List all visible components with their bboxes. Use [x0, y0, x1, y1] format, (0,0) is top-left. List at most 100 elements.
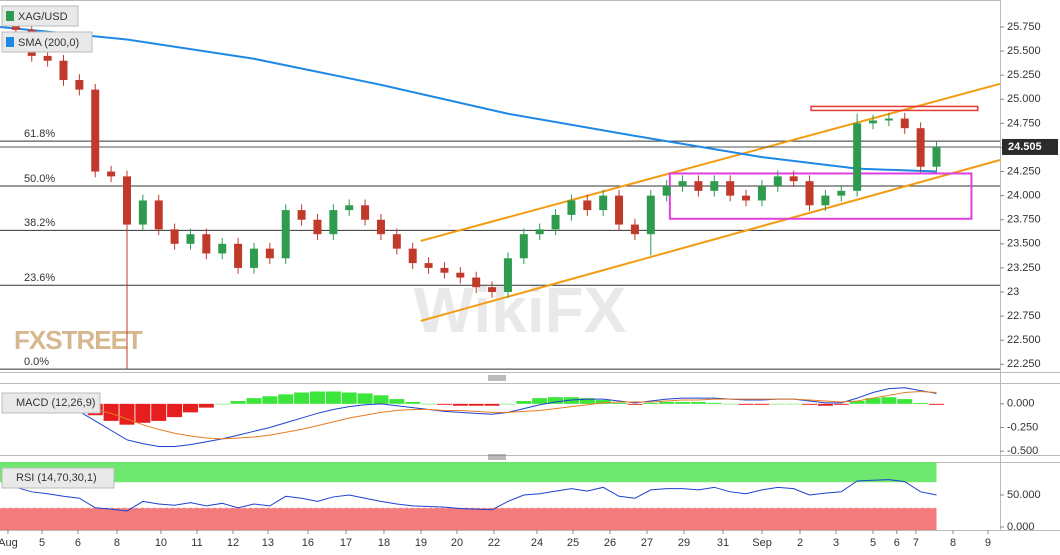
- histogram-bar: [182, 403, 198, 413]
- histogram-bar: [595, 400, 611, 404]
- watermark: FXSTREET: [14, 325, 143, 355]
- x-tick-label: 6: [75, 537, 81, 549]
- y-tick-label: 23.500: [1007, 238, 1041, 250]
- x-tick-label: 9: [985, 537, 991, 549]
- legend-title: XAG/USD: [18, 11, 68, 23]
- candle-body: [599, 195, 608, 211]
- y-tick-label: 50.000: [1007, 489, 1041, 501]
- level-label: 61.8%: [24, 128, 55, 140]
- legend-label: SMA (200,0): [18, 37, 79, 49]
- y-tick-label: 25.750: [1007, 21, 1041, 33]
- y-tick-label: 25.250: [1007, 69, 1041, 81]
- histogram-bar: [373, 395, 389, 404]
- candle-body: [75, 79, 84, 90]
- candle-body: [646, 195, 655, 235]
- histogram-bar: [675, 401, 691, 404]
- histogram-bar: [643, 402, 659, 404]
- y-tick-label: 0.000: [1007, 398, 1035, 410]
- candle-body: [122, 176, 131, 225]
- x-tick-label: 5: [870, 537, 876, 549]
- candle-body: [615, 195, 624, 225]
- histogram-bar: [135, 403, 151, 423]
- x-tick-label: 5: [39, 537, 45, 549]
- candle-body: [551, 214, 560, 230]
- y-tick-label: -0.500: [1007, 445, 1038, 457]
- candle-body: [853, 123, 862, 191]
- y-tick-label: 25.500: [1007, 45, 1041, 57]
- candle-body: [900, 118, 909, 129]
- candle-body: [567, 200, 576, 215]
- candle-body: [329, 210, 338, 235]
- level-label: 38.2%: [24, 217, 55, 229]
- candle-body: [869, 120, 878, 124]
- histogram-bar: [357, 393, 373, 404]
- histogram-bar: [627, 403, 643, 405]
- x-tick-label: 22: [488, 537, 500, 549]
- candle-body: [361, 205, 370, 220]
- candle-body: [91, 89, 100, 172]
- last-price-tag: [1002, 138, 1058, 155]
- y-tick-label: 22.750: [1007, 310, 1041, 322]
- histogram-bar: [548, 397, 564, 404]
- histogram-bar: [484, 403, 500, 406]
- histogram-bar: [421, 403, 437, 405]
- histogram-bar: [802, 403, 818, 405]
- candle-body: [170, 229, 179, 244]
- x-tick-label: 25: [567, 537, 579, 549]
- histogram-bar: [706, 402, 722, 404]
- histogram-bar: [532, 398, 548, 404]
- histogram-bar: [659, 401, 675, 404]
- histogram-bar: [690, 401, 706, 404]
- x-tick-label: 27: [641, 537, 653, 549]
- legend-icon: [6, 11, 14, 21]
- candle-body: [837, 190, 846, 196]
- x-tick-label: 29: [678, 537, 690, 549]
- candle-body: [662, 186, 671, 196]
- indicator-label: RSI (14,70,30,1): [16, 472, 97, 484]
- candle-body: [202, 234, 211, 254]
- candle-body: [43, 55, 52, 61]
- x-tick-label: 17: [340, 537, 352, 549]
- candle-body: [678, 181, 687, 186]
- y-tick-label: 0.000: [1007, 521, 1035, 533]
- candle-body: [440, 267, 449, 273]
- sma-line: [0, 25, 937, 173]
- candle-body: [154, 200, 163, 230]
- candle-body: [59, 60, 68, 80]
- histogram-bar: [119, 403, 135, 425]
- resize-handle[interactable]: [488, 375, 506, 381]
- x-tick-label: 31: [717, 537, 729, 549]
- candle-body: [821, 195, 830, 206]
- candle-body: [789, 176, 798, 182]
- candle-body: [742, 195, 751, 201]
- candle-body: [249, 248, 258, 268]
- y-tick-label: 25.000: [1007, 93, 1041, 105]
- x-tick-label: 10: [155, 537, 167, 549]
- candle-body: [345, 205, 354, 211]
- histogram-bar: [913, 402, 929, 404]
- histogram-bar: [786, 403, 802, 405]
- level-label: 23.6%: [24, 272, 55, 284]
- histogram-bar: [738, 403, 754, 405]
- candle-body: [472, 277, 481, 288]
- candle-body: [710, 181, 719, 191]
- x-tick-label: 8: [950, 537, 956, 549]
- candle-body: [234, 243, 243, 268]
- x-tick-label: 11: [191, 537, 202, 549]
- candle-body: [392, 234, 401, 249]
- histogram-bar: [833, 403, 849, 405]
- candle-body: [503, 258, 512, 293]
- candle-body: [138, 200, 147, 225]
- histogram-bar: [389, 399, 405, 404]
- y-tick-label: 22.250: [1007, 358, 1041, 370]
- x-tick-label: 19: [415, 537, 427, 549]
- indicator-line: [15, 391, 937, 440]
- candle-body: [726, 181, 735, 196]
- x-tick-label: 20: [451, 537, 463, 549]
- histogram-bar: [294, 392, 310, 404]
- histogram-bar: [881, 397, 897, 404]
- x-tick-label: 6: [894, 537, 900, 549]
- resize-handle[interactable]: [488, 454, 506, 460]
- y-tick-label: 24.750: [1007, 117, 1041, 129]
